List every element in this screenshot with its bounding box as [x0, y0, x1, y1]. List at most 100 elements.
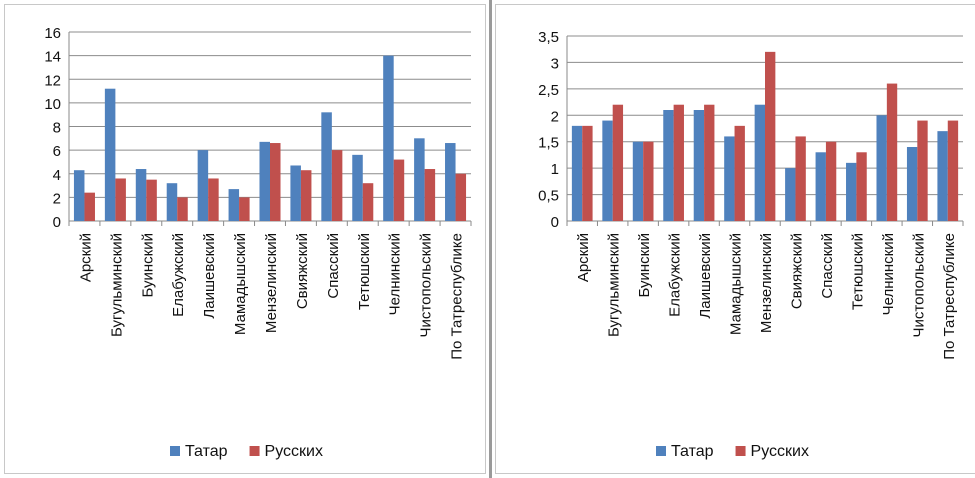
legend: Татар Русских	[170, 443, 323, 460]
bar-татар-5	[693, 110, 705, 221]
y-tick-label: 0,5	[538, 188, 559, 205]
bar-татар-9	[815, 152, 826, 221]
bar-русских-3	[146, 179, 157, 221]
y-tick-label: 2,5	[538, 82, 559, 99]
legend-swatch-татар	[656, 446, 666, 456]
x-tick-label: Чистопольский	[910, 233, 927, 337]
bar-татар-6	[228, 189, 240, 221]
bar-русских-2	[115, 178, 126, 221]
bar-русских-7	[765, 51, 776, 221]
x-tick-label: Тетюшский	[356, 233, 373, 310]
bar-татар-13	[445, 143, 456, 221]
bar-татар-12	[906, 147, 918, 221]
x-tick-label: Свияжский	[788, 233, 805, 309]
bar-русских-2	[612, 104, 624, 221]
x-tick-label: Бугульминский	[108, 233, 125, 337]
x-tick-label: Елабужский	[667, 233, 684, 317]
x-tick-label: Мамадышский	[728, 233, 745, 335]
legend-label: Татар	[185, 443, 228, 460]
bar-русских-12	[917, 120, 928, 221]
x-tick-label: Тетюшский	[849, 233, 866, 310]
bar-русских-10	[362, 183, 374, 221]
bar-татар-6	[724, 136, 735, 221]
bar-татар-1	[571, 125, 583, 221]
y-tick-label: 8	[53, 120, 61, 137]
x-tick-label: Елабужский	[170, 233, 187, 317]
bar-татар-9	[321, 112, 332, 221]
bar-русских-8	[300, 170, 312, 221]
y-axis: 0 0,5 1 1,5 2 2,5 3 3,5	[538, 29, 964, 231]
bar-татар-7	[259, 141, 270, 221]
bar-русских-3	[643, 141, 654, 221]
bar-татар-10	[352, 154, 363, 221]
chart-panel-left: 0 2 4 6 8 10 12 14 16 Арский Бугульминский Буинский…	[4, 4, 486, 474]
bar-татар-2	[104, 88, 116, 221]
y-tick-label: 14	[44, 49, 61, 66]
bar-татар-8	[290, 165, 301, 221]
y-tick-label: 3	[551, 55, 559, 72]
bar-татар-4	[663, 110, 674, 221]
x-tick-label: Арский	[575, 233, 592, 282]
x-tick-label: По Татреспублике	[941, 233, 958, 360]
panel-divider	[489, 0, 492, 478]
bar-русских-11	[886, 83, 898, 221]
bar-русских-4	[177, 197, 188, 221]
x-tick-label: Чистопольский	[418, 233, 435, 337]
x-tick-label: Буинский	[636, 233, 653, 298]
y-tick-label: 1,5	[538, 135, 559, 152]
x-tick-label: Бугульминский	[606, 233, 623, 337]
legend-swatch-татар	[170, 446, 180, 456]
bar-русских-9	[331, 150, 343, 221]
legend: Татар Русских	[656, 443, 809, 460]
y-tick-label: 16	[44, 25, 61, 42]
x-tick-label: Лаишевский	[697, 233, 714, 319]
bar-русских-1	[84, 192, 95, 221]
bar-русских-12	[424, 169, 436, 221]
x-tick-label: Челнинский	[880, 233, 897, 315]
bar-русских-6	[734, 125, 745, 221]
bar-татар-8	[785, 168, 796, 221]
bars	[73, 55, 467, 221]
x-tick-label: Челнинский	[387, 233, 404, 315]
legend-label: Татар	[671, 443, 714, 460]
x-tick-label: Спасский	[819, 233, 836, 299]
x-tick-label: Мензелинский	[758, 233, 775, 333]
x-tick-label: Арский	[77, 233, 94, 282]
bar-русских-6	[239, 197, 250, 221]
x-tick-label: Спасский	[325, 233, 342, 299]
y-tick-label: 12	[44, 72, 61, 89]
x-tick-label: Мамадышский	[232, 233, 249, 335]
bar-татар-1	[73, 170, 85, 221]
bar-chart-left: 0 2 4 6 8 10 12 14 16 Арский Бугульминский Буинский…	[44, 25, 472, 460]
bars	[571, 51, 959, 221]
bar-chart-right: 0 0,5 1 1,5 2 2,5 3 3,5 Арский Бугульминский Буинс…	[538, 29, 964, 460]
y-tick-label: 2	[551, 108, 559, 125]
legend-label: Русских	[751, 443, 809, 460]
bar-русских-10	[856, 152, 867, 221]
y-tick-label: 0	[551, 214, 559, 231]
x-tick-label: Буинский	[139, 233, 156, 298]
y-tick-label: 1	[551, 161, 559, 178]
bar-татар-13	[937, 131, 948, 221]
bar-русских-13	[455, 173, 467, 221]
legend-label: Русских	[265, 443, 323, 460]
y-axis: 0 2 4 6 8 10 12 14 16	[44, 25, 472, 231]
bar-русских-13	[947, 120, 959, 221]
bar-татар-11	[876, 115, 887, 221]
y-tick-label: 0	[53, 214, 61, 231]
bar-татар-2	[602, 120, 613, 221]
x-tick-label: По Татреспублике	[449, 233, 466, 360]
bar-русских-7	[270, 143, 281, 221]
bar-русских-8	[795, 136, 806, 221]
x-tick-label: Мензелинский	[263, 233, 280, 333]
bar-русских-11	[393, 159, 405, 221]
legend-swatch-русских	[249, 446, 260, 456]
y-tick-label: 3,5	[538, 29, 559, 46]
bar-русских-5	[704, 104, 715, 221]
bar-татар-3	[632, 141, 644, 221]
x-tick-label: Лаишевский	[201, 233, 218, 319]
bar-татар-4	[166, 183, 178, 221]
bar-татар-3	[135, 169, 147, 221]
y-tick-label: 2	[53, 190, 61, 207]
chart-panel-right: 0 0,5 1 1,5 2 2,5 3 3,5 Арский Бугульминский Буинс…	[495, 4, 975, 474]
